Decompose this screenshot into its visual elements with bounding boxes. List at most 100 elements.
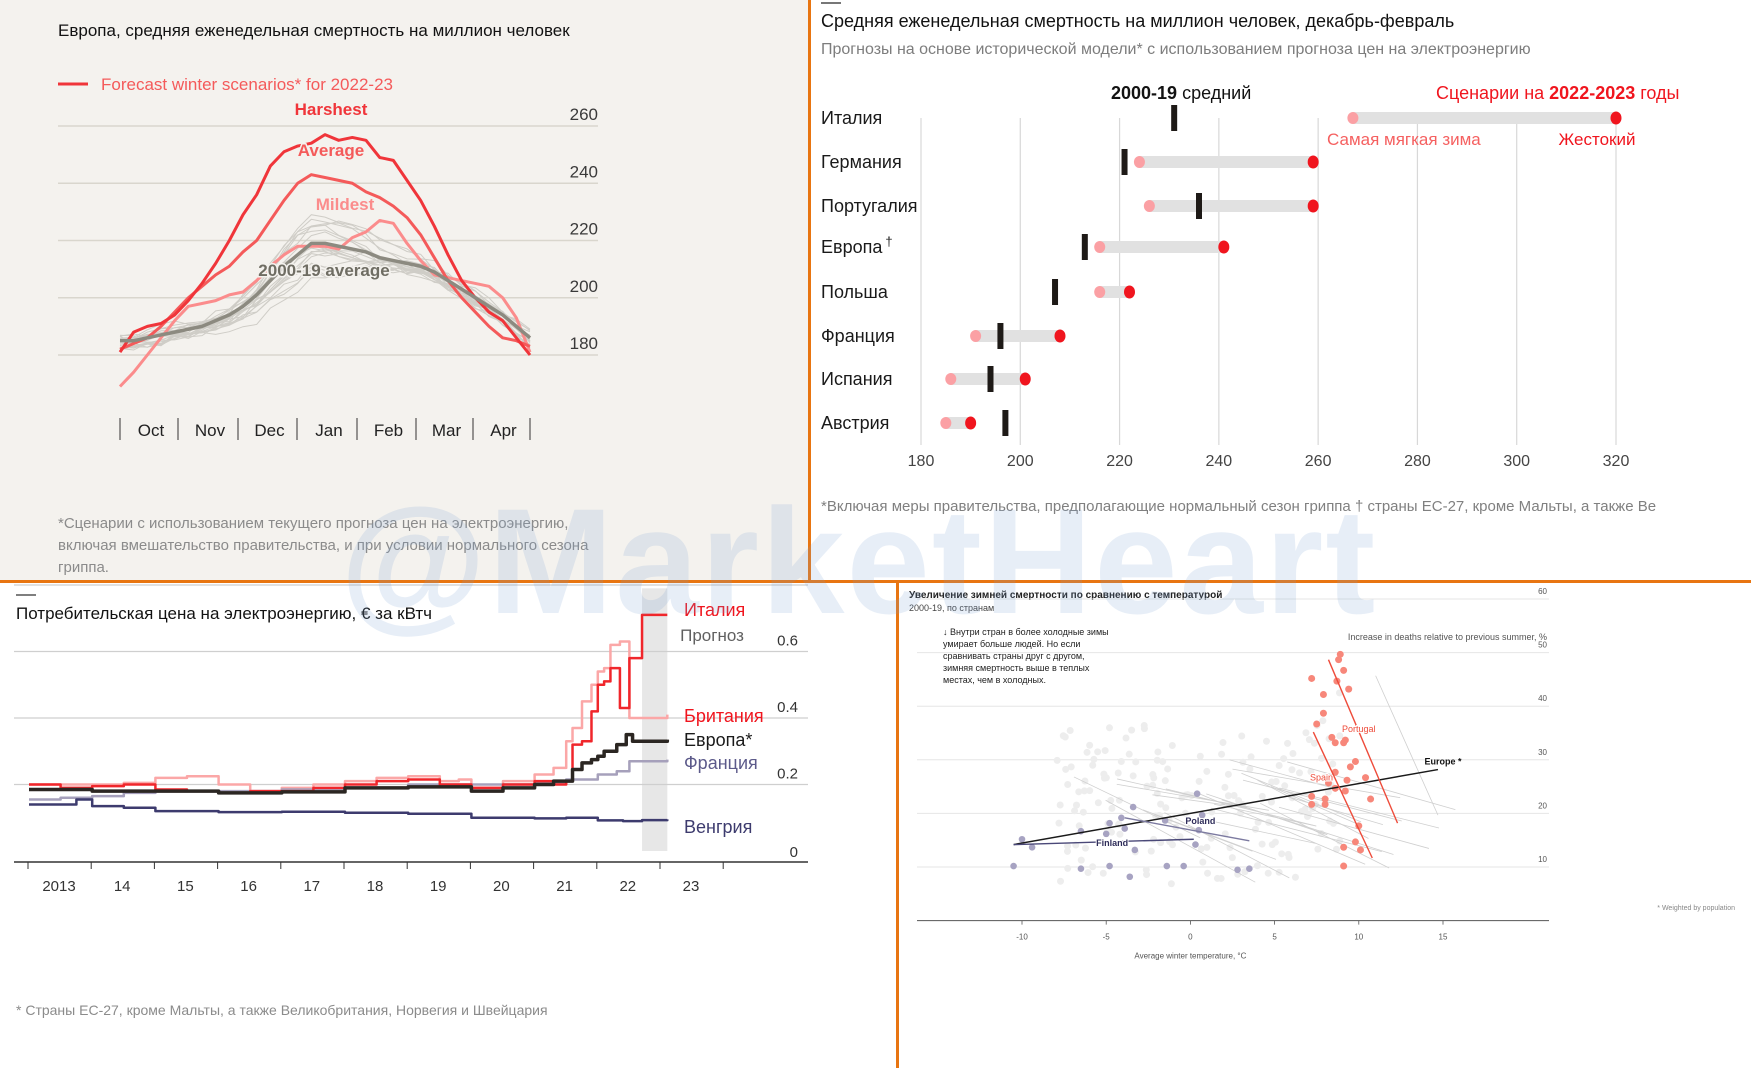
- spain-portugal-point: [1351, 758, 1359, 766]
- finland-poland-point: [1129, 803, 1137, 811]
- x-tick-label: 200: [1007, 453, 1034, 470]
- harshest-dot: [965, 416, 977, 430]
- y-tick-label: 10: [1538, 855, 1547, 864]
- electricity-price-chart: Потребительская цена на электроэнергию, …: [14, 584, 808, 1018]
- series-label-europe: Европа*: [684, 730, 752, 750]
- background-point: [1224, 770, 1232, 778]
- background-point: [1064, 864, 1072, 872]
- y-tick-label: 0.2: [777, 766, 798, 783]
- spain-portugal-point: [1341, 787, 1349, 795]
- x-tick-label: 15: [177, 878, 194, 895]
- mortality-curve-panel: Европа, средняя еженедельная смертность …: [0, 0, 808, 580]
- country-trend-line: [1165, 788, 1317, 827]
- temperature-scatter-chart: Увеличение зимней смертности по сравнени…: [909, 587, 1735, 961]
- country-label: Германия: [821, 152, 902, 172]
- background-point: [1278, 850, 1286, 858]
- chart-title: Европа, средняя еженедельная смертность …: [58, 21, 570, 40]
- country-name: Европа: [821, 237, 883, 257]
- y-tick-label: 50: [1538, 641, 1547, 650]
- background-point: [1224, 792, 1232, 800]
- background-point: [1320, 773, 1328, 781]
- mildest-dot: [1094, 241, 1106, 253]
- spain-portugal-point: [1319, 709, 1327, 717]
- background-point: [1253, 862, 1261, 870]
- footnote-line-1: *Сценарии с использованием текущего прог…: [58, 515, 568, 532]
- background-point: [1125, 750, 1133, 758]
- background-point: [1079, 808, 1087, 816]
- label-spain: Spain: [1310, 772, 1333, 782]
- country-trend-line: [1105, 799, 1256, 883]
- background-point: [1100, 770, 1108, 778]
- background-point: [1063, 847, 1071, 855]
- country-row: Италия: [821, 105, 1622, 131]
- background-point: [1238, 732, 1246, 740]
- background-point: [1067, 763, 1075, 771]
- country-label: Австрия: [821, 413, 889, 433]
- x-tick-label: 10: [1354, 933, 1363, 942]
- chart-subtitle: 2000-19, по странам: [909, 603, 994, 613]
- background-point: [1122, 734, 1130, 742]
- country-name: Испания: [821, 369, 892, 389]
- temperature-scatter-panel: Увеличение зимней смертности по сравнени…: [899, 583, 1751, 1068]
- background-point: [1295, 769, 1303, 777]
- background-point: [1284, 739, 1292, 747]
- country-trend-line: [1232, 768, 1401, 799]
- background-point: [1108, 804, 1116, 812]
- price-line-italy: [29, 613, 668, 795]
- background-point: [1086, 741, 1094, 749]
- background-point: [1057, 877, 1065, 885]
- mildest-dot: [970, 330, 982, 342]
- background-point: [1164, 765, 1172, 773]
- background-point: [1219, 739, 1227, 747]
- spain-portugal-point: [1335, 656, 1343, 664]
- series-label-italy: Италия: [684, 600, 745, 620]
- background-point: [1271, 838, 1279, 846]
- series-line-harshest: [118, 133, 532, 356]
- background-point: [1285, 853, 1293, 861]
- background-point: [1081, 844, 1089, 852]
- country-label: Португалия: [821, 196, 918, 216]
- background-point: [1066, 727, 1074, 735]
- mildest-dot: [945, 373, 957, 385]
- finland-poland-point: [1163, 862, 1171, 870]
- background-year-line: [119, 245, 531, 348]
- background-point: [1281, 782, 1289, 790]
- country-trend-line: [1221, 799, 1394, 855]
- spain-portugal-point: [1346, 763, 1354, 771]
- background-point: [1075, 788, 1083, 796]
- panel-divider: [896, 583, 899, 1068]
- x-tick-label: 18: [367, 878, 384, 895]
- finland-poland-point: [1192, 841, 1199, 848]
- legend-average-word: средний: [1177, 83, 1251, 103]
- country-range-panel: Средняя еженедельная смертность на милли…: [811, 0, 1751, 580]
- harshest-dot: [1307, 199, 1319, 213]
- background-point: [1147, 847, 1155, 855]
- panel-divider: [808, 0, 811, 580]
- mildest-dot: [940, 417, 952, 429]
- country-row: Франция: [821, 323, 1066, 349]
- label-portugal: Portugal: [1342, 724, 1376, 734]
- legend-average-years: 2000-19: [1111, 83, 1177, 103]
- background-point: [1305, 736, 1313, 744]
- background-point: [1197, 845, 1205, 853]
- background-point: [1114, 769, 1122, 777]
- country-trend-line: [1260, 802, 1390, 869]
- country-row: Европа †: [821, 234, 1230, 260]
- background-point: [1203, 843, 1211, 851]
- background-year-line: [119, 220, 531, 339]
- background-point: [1064, 781, 1072, 789]
- background-point: [1336, 732, 1344, 740]
- finland-poland-point: [1106, 862, 1113, 870]
- finland-poland-point: [1193, 790, 1201, 797]
- country-trend-line: [1229, 759, 1345, 792]
- x-tick-label: 280: [1404, 453, 1431, 470]
- x-tick-label-oct: Oct: [138, 421, 165, 440]
- country-label: Европа †: [821, 234, 893, 257]
- finland-poland-point: [1121, 825, 1129, 832]
- background-point: [1094, 748, 1102, 756]
- spain-portugal-point: [1345, 685, 1353, 693]
- y-tick-label: 0.6: [777, 633, 798, 650]
- annotation-line-5: местах, чем в холодных.: [943, 675, 1046, 685]
- mildest-dot: [1143, 200, 1155, 212]
- background-point: [1153, 756, 1161, 764]
